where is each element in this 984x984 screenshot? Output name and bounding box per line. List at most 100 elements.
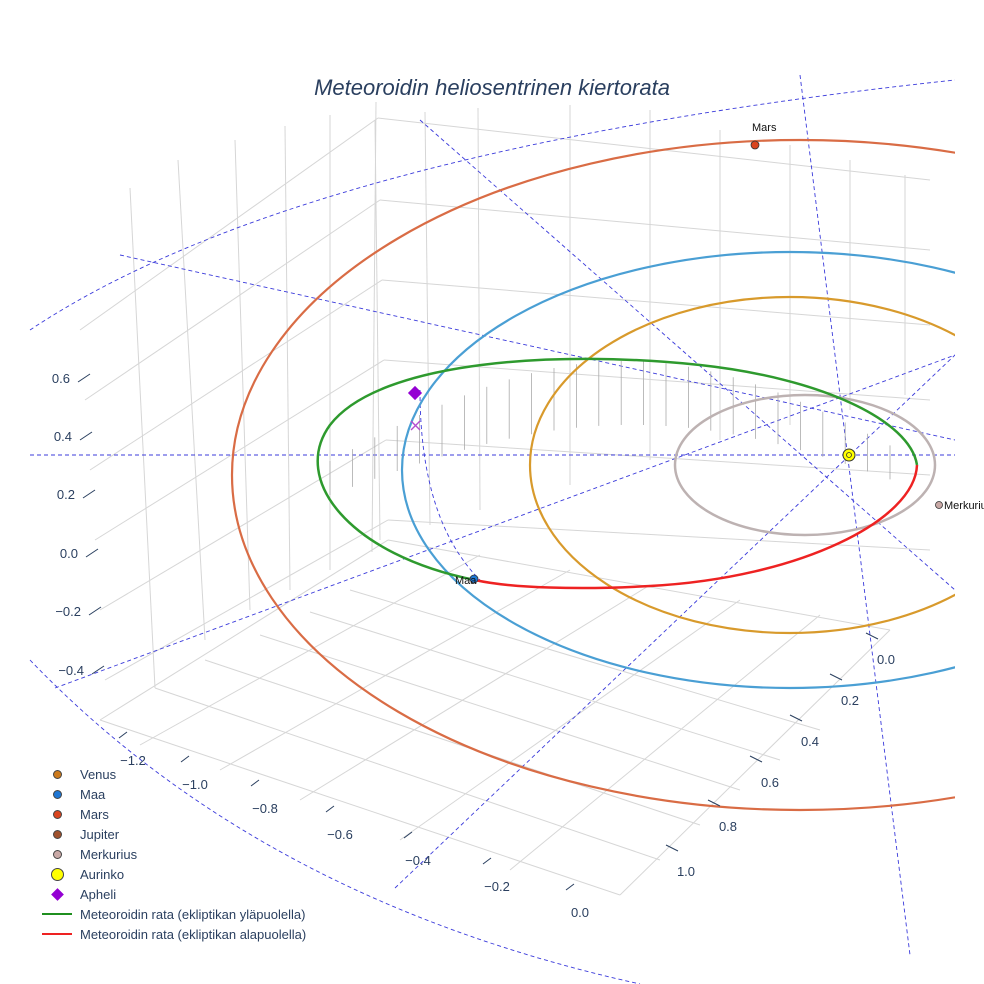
markers: Mars Maa Merkurius <box>407 122 984 587</box>
grid-line <box>379 199 931 251</box>
legend-symbol <box>40 913 74 915</box>
legend-symbol <box>40 789 74 799</box>
x-tick-label: −1.0 <box>182 777 208 792</box>
grid-line <box>299 584 651 801</box>
legend-label: Jupiter <box>80 826 120 842</box>
grid-line <box>89 279 383 471</box>
meteoroid-path <box>316 357 919 590</box>
grid-line <box>154 687 661 861</box>
meteoroid-above-path <box>316 357 919 582</box>
guide-line <box>54 354 955 689</box>
z-tick-mark <box>85 548 99 558</box>
orbits <box>231 139 955 811</box>
circle-icon <box>52 789 62 799</box>
legend-symbol <box>40 829 74 839</box>
y-tick-mark <box>749 755 763 763</box>
guide-line <box>29 659 641 984</box>
legend: Venus Maa Mars Jupiter Merkurius Aurinko Aphel… <box>40 764 306 944</box>
grid-line <box>387 539 891 631</box>
grid-line <box>284 125 291 591</box>
y-tick-label: 0.0 <box>877 652 895 667</box>
z-tick-mark <box>77 373 91 383</box>
grid-line <box>79 117 379 331</box>
legend-line-icon <box>42 933 72 935</box>
z-tick-label: −0.4 <box>58 663 84 678</box>
legend-item[interactable]: Mars <box>40 804 306 824</box>
y-tick-label: 1.0 <box>677 864 695 879</box>
grid-line <box>177 159 206 641</box>
legend-symbol <box>40 769 74 779</box>
grid-line <box>139 554 481 746</box>
x-tick-label: −0.8 <box>252 801 278 816</box>
grid-line <box>104 519 389 681</box>
legend-symbol <box>40 809 74 819</box>
chart-title: Meteoroidin heliosentrinen kiertorata <box>314 75 670 100</box>
legend-label: Apheli <box>80 886 117 902</box>
grid-line <box>399 599 741 841</box>
maa-marker <box>469 574 479 584</box>
mars-label: Mars <box>752 122 777 134</box>
legend-item[interactable]: Meteoroidin rata (ekliptikan alapuolella… <box>40 924 306 944</box>
x-tick-mark <box>403 831 413 839</box>
y-tick-mark <box>789 714 803 722</box>
grid-line <box>377 117 931 181</box>
y-tick-label: 0.4 <box>801 734 819 749</box>
drop-lines <box>329 361 891 495</box>
mars-marker <box>750 140 760 150</box>
grid-line <box>94 359 385 541</box>
diamond-icon <box>50 887 64 901</box>
z-tick-mark <box>88 606 102 616</box>
y-tick-label: 0.8 <box>719 819 737 834</box>
maa-label: Maa <box>455 575 477 587</box>
grid-line <box>385 439 931 476</box>
legend-symbol <box>40 849 74 859</box>
legend-item[interactable]: Jupiter <box>40 824 306 844</box>
guide-line <box>394 354 955 889</box>
z-tick-mark <box>79 431 93 441</box>
legend-label: Venus <box>80 766 117 782</box>
z-tick-label: −0.2 <box>55 604 81 619</box>
legend-item[interactable]: Meteoroidin rata (ekliptikan yläpuolella… <box>40 904 306 924</box>
z-tick-mark <box>82 489 96 499</box>
x-tick-mark <box>118 731 128 739</box>
x-tick-mark <box>180 755 190 763</box>
x-tick-label: −0.4 <box>405 853 431 868</box>
legend-item[interactable]: Apheli <box>40 884 306 904</box>
legend-item[interactable]: Maa <box>40 784 306 804</box>
grid-line <box>619 629 891 896</box>
grid-line <box>477 107 481 511</box>
grid-line <box>387 519 931 551</box>
legend-item[interactable]: Aurinko <box>40 864 306 884</box>
guide-line <box>29 79 955 331</box>
scene-grid <box>79 101 931 896</box>
legend-item[interactable]: Venus <box>40 764 306 784</box>
merkurius-orbit <box>673 393 937 537</box>
legend-symbol <box>40 933 74 935</box>
grid-line <box>99 439 387 611</box>
legend-line-icon <box>42 913 72 915</box>
grid-line <box>259 634 741 791</box>
z-tick-mark <box>91 665 105 675</box>
z-tick-label: 0.6 <box>52 371 70 386</box>
y-tick-mark <box>707 799 721 807</box>
x-tick-mark <box>325 805 335 813</box>
x-tick-mark <box>482 857 492 865</box>
y-tick-mark <box>665 844 679 852</box>
grid-line <box>219 569 571 771</box>
y-tick-mark <box>865 632 879 640</box>
z-tick-label: 0.0 <box>60 546 78 561</box>
x-tick-label: −0.2 <box>484 879 510 894</box>
aurinko-marker <box>842 448 856 462</box>
legend-item[interactable]: Merkurius <box>40 844 306 864</box>
y-tick-label: 0.6 <box>761 775 779 790</box>
grid-line <box>381 279 931 326</box>
legend-label: Merkurius <box>80 846 138 862</box>
tick-labels: 0.6 0.4 0.2 0.0 −0.2 −0.4 −1.2 −1.0 −0.8 −0.6 −0.4… <box>52 371 895 920</box>
circle-icon <box>52 849 62 859</box>
grid-line <box>424 111 431 526</box>
meteoroid-below-path <box>474 464 919 590</box>
circle-icon <box>52 809 62 819</box>
grid-line <box>349 589 821 731</box>
grid-line <box>374 119 381 541</box>
